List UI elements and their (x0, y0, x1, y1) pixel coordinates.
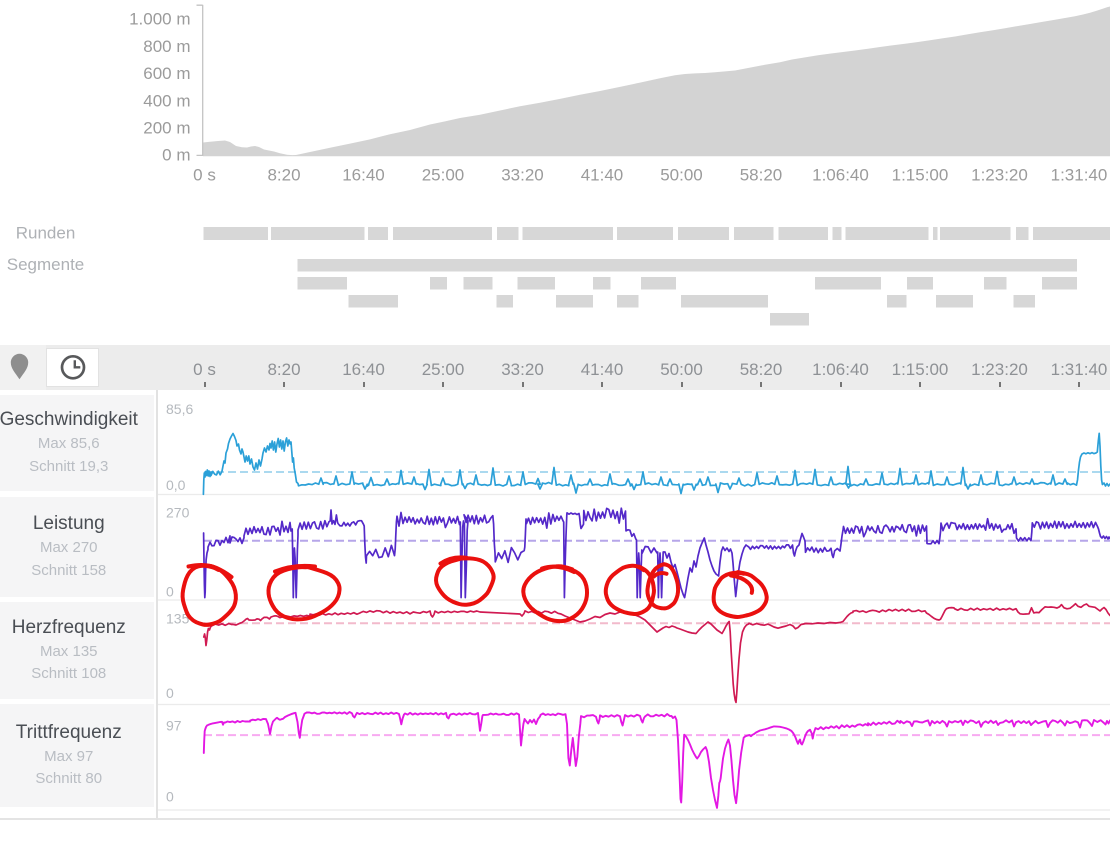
svg-text:25:00: 25:00 (422, 166, 465, 185)
svg-text:1:15:00: 1:15:00 (892, 166, 949, 185)
svg-text:0 s: 0 s (193, 166, 216, 185)
svg-text:270: 270 (166, 504, 190, 520)
svg-text:1:06:40: 1:06:40 (812, 166, 869, 185)
svg-text:1:31:40: 1:31:40 (1051, 166, 1108, 185)
svg-text:135: 135 (166, 611, 190, 627)
svg-text:8:20: 8:20 (267, 166, 300, 185)
svg-text:85,6: 85,6 (166, 401, 193, 417)
svg-text:200 m: 200 m (143, 119, 190, 138)
svg-text:0: 0 (166, 584, 174, 600)
svg-text:97: 97 (166, 718, 182, 734)
svg-text:16:40: 16:40 (342, 166, 385, 185)
svg-text:600 m: 600 m (143, 64, 190, 83)
svg-text:1.000 m: 1.000 m (129, 10, 190, 29)
svg-text:33:20: 33:20 (501, 166, 544, 185)
svg-text:50:00: 50:00 (660, 166, 703, 185)
svg-text:0 m: 0 m (162, 146, 190, 165)
svg-text:1:23:20: 1:23:20 (971, 166, 1028, 185)
svg-text:800 m: 800 m (143, 37, 190, 56)
svg-text:0: 0 (166, 685, 174, 701)
svg-text:Segmente: Segmente (7, 255, 85, 274)
svg-text:0,0: 0,0 (166, 477, 186, 493)
svg-text:41:40: 41:40 (581, 166, 624, 185)
svg-text:58:20: 58:20 (740, 166, 783, 185)
svg-text:0: 0 (166, 789, 174, 805)
svg-text:400 m: 400 m (143, 91, 190, 110)
svg-text:Runden: Runden (16, 224, 76, 243)
